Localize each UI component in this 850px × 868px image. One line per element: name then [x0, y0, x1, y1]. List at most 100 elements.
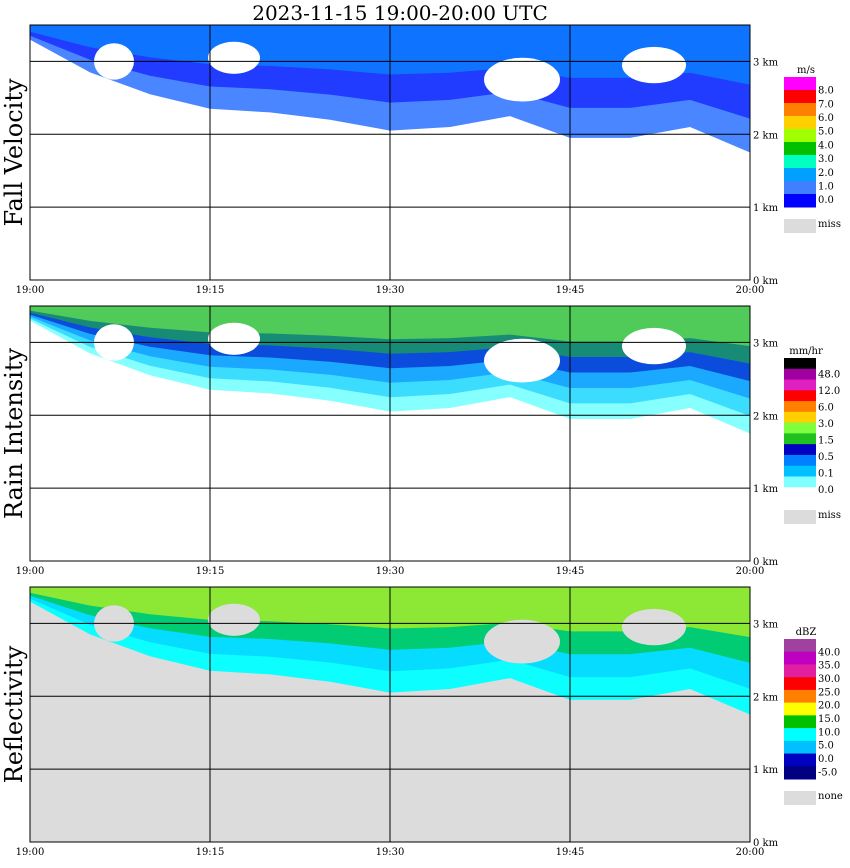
legend-swatch [784, 194, 816, 208]
legend-missing-label: none [818, 791, 843, 802]
legend-swatch [784, 142, 816, 156]
legend-label: 0.0 [818, 485, 834, 496]
legend-swatch [784, 715, 816, 729]
legend-label: 6.0 [818, 402, 834, 413]
x-tick-label: 19:30 [376, 847, 405, 858]
legend-swatch [784, 129, 816, 143]
y-tick-label: 1 km [753, 203, 779, 214]
legend-swatch [784, 155, 816, 169]
y-tick-label: 2 km [753, 411, 779, 422]
panel-fall-velocity: 19:00 19:15 19:30 19:45 20:000 km 1 km 2 km 3 k… [0, 24, 841, 296]
legend-label: 7.0 [818, 99, 834, 110]
panel-reflectivity: 19:00 19:15 19:30 19:45 20:000 km 1 km 2 km 3 k… [0, 586, 843, 858]
legend-swatch [784, 422, 816, 434]
legend-swatch [784, 401, 816, 413]
y-tick-label: 3 km [753, 57, 779, 68]
legend-swatch [784, 379, 816, 391]
legend-swatch [784, 390, 816, 402]
legend-swatch [784, 368, 816, 381]
x-tick-label: 19:15 [196, 285, 225, 296]
x-tick-label: 19:00 [16, 285, 45, 296]
legend-swatch [784, 181, 816, 195]
panel-label: Rain Intensity [0, 348, 28, 520]
legend-swatch [784, 677, 816, 691]
x-tick-label: 19:45 [556, 566, 585, 577]
legend-label: 20.0 [818, 701, 840, 712]
panel-rain-intensity: 19:00 19:15 19:30 19:45 20:000 km 1 km 2 km 3 k… [0, 305, 841, 577]
legend-swatch [784, 454, 816, 467]
legend-label: 4.0 [818, 140, 834, 151]
y-tick-label: 2 km [753, 130, 779, 141]
x-tick-label: 19:30 [376, 566, 405, 577]
y-tick-label: 0 km [753, 838, 779, 849]
legend-swatch [784, 476, 816, 488]
x-tick-label: 19:15 [196, 566, 225, 577]
y-tick-label: 0 km [753, 276, 779, 287]
legend-label: 12.0 [818, 386, 840, 397]
x-tick-label: 19:45 [556, 285, 585, 296]
x-tick-label: 19:15 [196, 847, 225, 858]
legend-swatch [784, 702, 816, 716]
x-tick-label: 20:00 [736, 847, 765, 858]
legend-label: 6.0 [818, 113, 834, 124]
legend-label: 30.0 [818, 674, 840, 685]
x-tick-label: 19:00 [16, 847, 45, 858]
y-tick-label: 2 km [753, 692, 779, 703]
legend-swatch [784, 740, 816, 755]
plot-frame [29, 586, 751, 843]
legend-swatch [784, 358, 816, 370]
legend-swatch [784, 639, 816, 653]
x-tick-label: 19:30 [376, 285, 405, 296]
legend-label: 48.0 [818, 369, 840, 380]
x-tick-label: 19:00 [16, 566, 45, 577]
legend-label: -5.0 [818, 767, 837, 778]
legend-unit: m/s [797, 65, 815, 76]
x-tick-label: 19:45 [556, 847, 585, 858]
legend-label: 35.0 [818, 661, 840, 672]
legend-missing-swatch [784, 791, 816, 805]
legend-swatch [784, 651, 816, 665]
panel-label: Reflectivity [0, 645, 28, 783]
legend-swatch [784, 77, 816, 91]
legend: m/s8.0 7.0 6.0 5.0 4.0 3.0 2.0 1.0 0.0 miss [784, 65, 841, 233]
legend-swatch [784, 168, 816, 182]
y-tick-label: 1 km [753, 765, 779, 776]
legend-swatch [784, 487, 816, 499]
legend-label: 5.0 [818, 127, 834, 138]
legend-label: 0.5 [818, 452, 834, 463]
legend-label: 3.0 [818, 419, 834, 430]
legend-missing-label: miss [818, 219, 841, 230]
legend-missing-label: miss [818, 510, 841, 521]
legend-label: 1.0 [818, 181, 834, 192]
legend-label: 5.0 [818, 741, 834, 752]
legend-swatch [784, 90, 816, 104]
legend-swatch [784, 103, 816, 117]
legend-label: 0.1 [818, 468, 834, 479]
legend-label: 25.0 [818, 687, 840, 698]
legend-label: 2.0 [818, 168, 834, 179]
legend-swatch [784, 433, 816, 445]
legend-label: 0.0 [818, 195, 834, 206]
legend-swatch [784, 664, 816, 678]
legend-label: 8.0 [818, 86, 834, 97]
legend-label: 10.0 [818, 727, 840, 738]
legend: mm/hr 48.0 12.0 6.0 3.0 1.5 0.5 0.1 0.0 miss [784, 346, 841, 524]
panels-group: 19:00 19:15 19:30 19:45 20:000 km1 km2 km3 k… [0, 24, 843, 858]
panel-label: Fall Velocity [0, 78, 28, 227]
legend-swatch [784, 116, 816, 130]
legend-unit: mm/hr [789, 346, 823, 357]
legend-swatch [784, 444, 816, 456]
y-tick-label: 3 km [753, 338, 779, 349]
y-tick-label: 1 km [753, 484, 779, 495]
x-tick-label: 20:00 [736, 285, 765, 296]
y-tick-label: 3 km [753, 619, 779, 630]
x-tick-label: 20:00 [736, 566, 765, 577]
plot-frame [29, 305, 751, 562]
legend-label: 1.5 [818, 435, 834, 446]
legend-swatch [784, 465, 816, 477]
legend-label: 40.0 [818, 647, 840, 658]
legend-swatch [784, 766, 816, 780]
legend-unit: dBZ [796, 627, 817, 638]
